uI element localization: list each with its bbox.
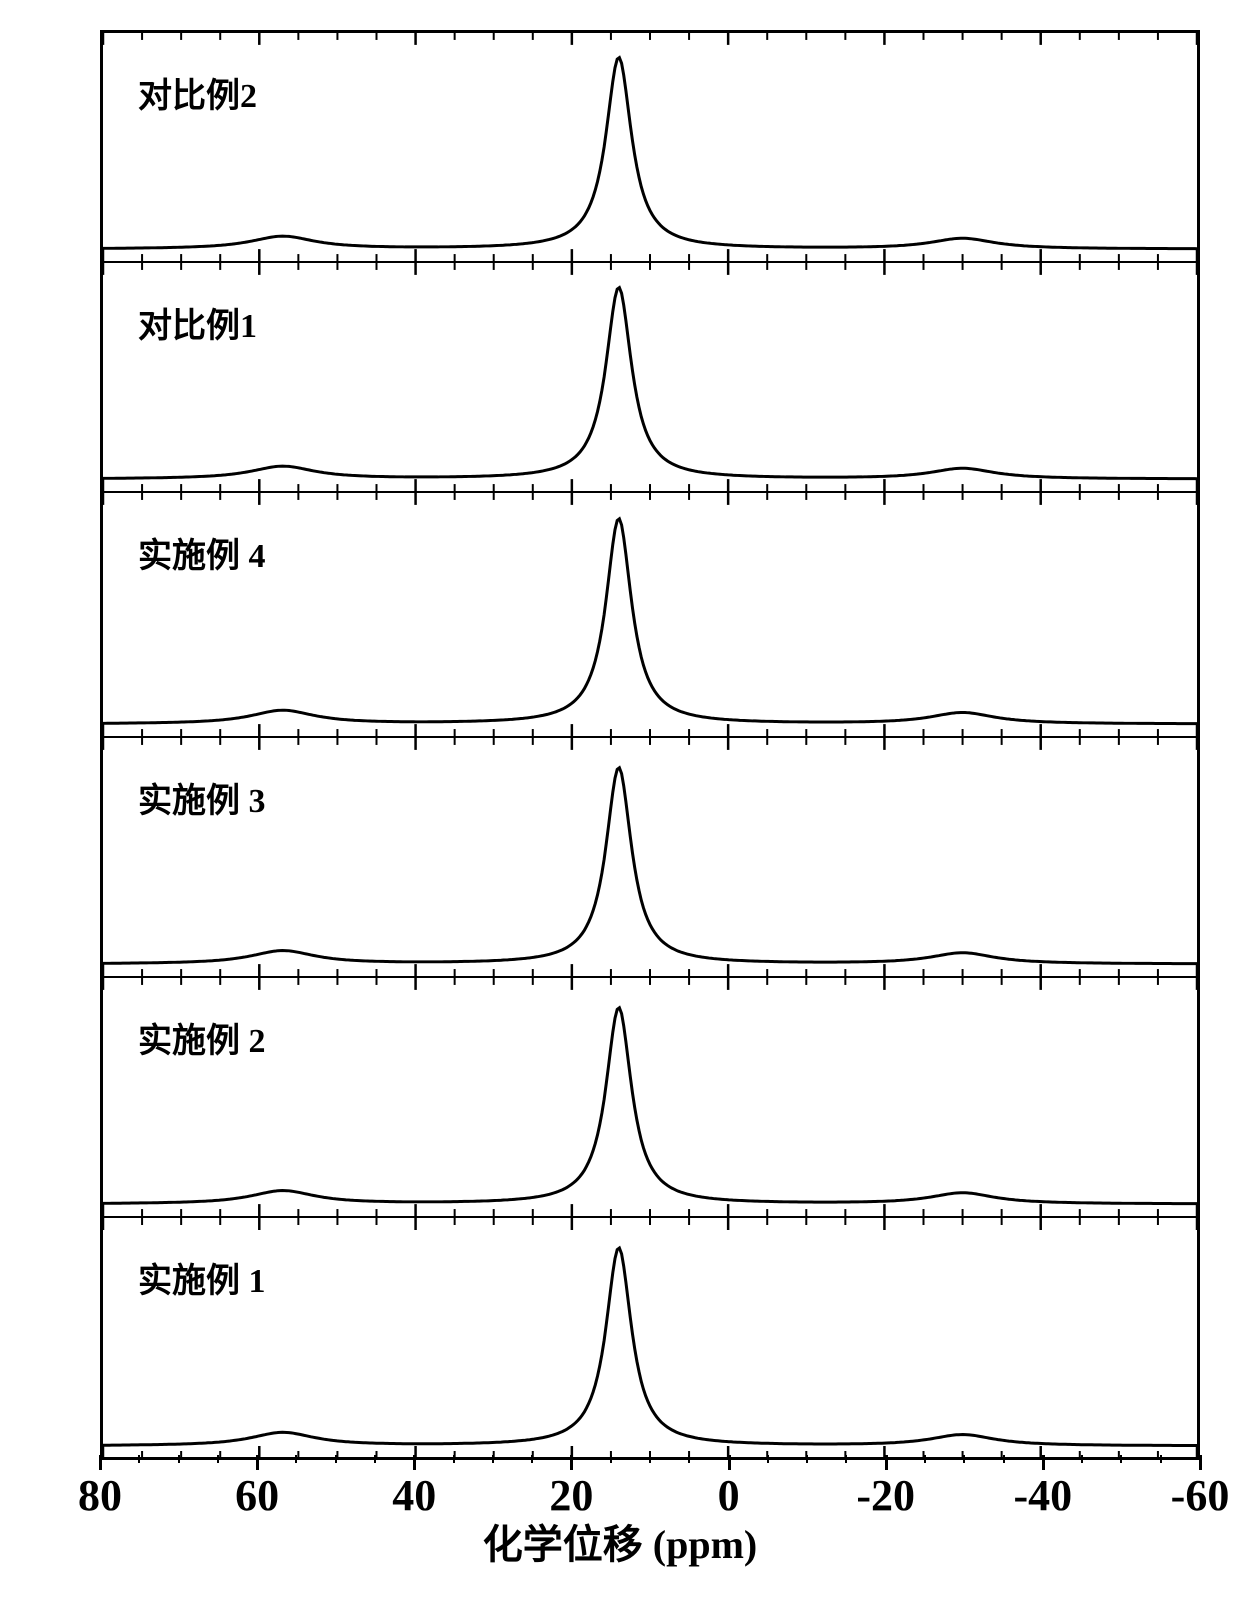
minor-tick xyxy=(374,1455,376,1463)
panel-ticks xyxy=(103,978,1197,1216)
x-axis-title: 化学位移 (ppm) xyxy=(483,1512,757,1570)
minor-tick xyxy=(806,1455,808,1463)
minor-tick xyxy=(295,1455,297,1463)
minor-tick xyxy=(492,1455,494,1463)
spectrum-panel: 对比例2 xyxy=(103,33,1197,263)
major-tick xyxy=(1042,1455,1045,1470)
major-tick xyxy=(413,1455,416,1470)
major-tick xyxy=(256,1455,259,1470)
x-tick-label: -60 xyxy=(1171,1470,1230,1521)
x-tick-label: 40 xyxy=(392,1470,436,1521)
minor-tick xyxy=(963,1455,965,1463)
spectrum-panel: 实施例 4 xyxy=(103,493,1197,738)
x-axis-ticks xyxy=(100,1455,1200,1470)
panel-ticks xyxy=(103,738,1197,976)
nmr-spectra-chart: 对比例2对比例1实施例 4实施例 3实施例 2实施例 1 806040200-2… xyxy=(20,20,1220,1590)
x-tick-label: -40 xyxy=(1014,1470,1073,1521)
minor-tick xyxy=(767,1455,769,1463)
minor-tick xyxy=(335,1455,337,1463)
minor-tick xyxy=(531,1455,533,1463)
major-tick xyxy=(570,1455,573,1470)
minor-tick xyxy=(845,1455,847,1463)
minor-tick xyxy=(649,1455,651,1463)
major-tick xyxy=(1199,1455,1202,1470)
panel-ticks xyxy=(103,1218,1197,1458)
minor-tick xyxy=(1160,1455,1162,1463)
minor-tick xyxy=(138,1455,140,1463)
minor-tick xyxy=(688,1455,690,1463)
panel-ticks xyxy=(103,493,1197,736)
major-tick xyxy=(728,1455,731,1470)
minor-tick xyxy=(178,1455,180,1463)
minor-tick xyxy=(1003,1455,1005,1463)
x-tick-label: 60 xyxy=(235,1470,279,1521)
major-tick xyxy=(885,1455,888,1470)
panel-ticks xyxy=(103,263,1197,491)
minor-tick xyxy=(1081,1455,1083,1463)
panel-ticks xyxy=(103,33,1197,261)
major-tick xyxy=(99,1455,102,1470)
plot-area: 对比例2对比例1实施例 4实施例 3实施例 2实施例 1 xyxy=(100,30,1200,1460)
minor-tick xyxy=(1120,1455,1122,1463)
spectrum-panel: 实施例 3 xyxy=(103,738,1197,978)
spectrum-panel: 实施例 1 xyxy=(103,1218,1197,1458)
x-tick-label: -20 xyxy=(856,1470,915,1521)
minor-tick xyxy=(924,1455,926,1463)
spectrum-panel: 对比例1 xyxy=(103,263,1197,493)
spectrum-panel: 实施例 2 xyxy=(103,978,1197,1218)
minor-tick xyxy=(610,1455,612,1463)
minor-tick xyxy=(217,1455,219,1463)
x-tick-label: 80 xyxy=(78,1470,122,1521)
minor-tick xyxy=(453,1455,455,1463)
